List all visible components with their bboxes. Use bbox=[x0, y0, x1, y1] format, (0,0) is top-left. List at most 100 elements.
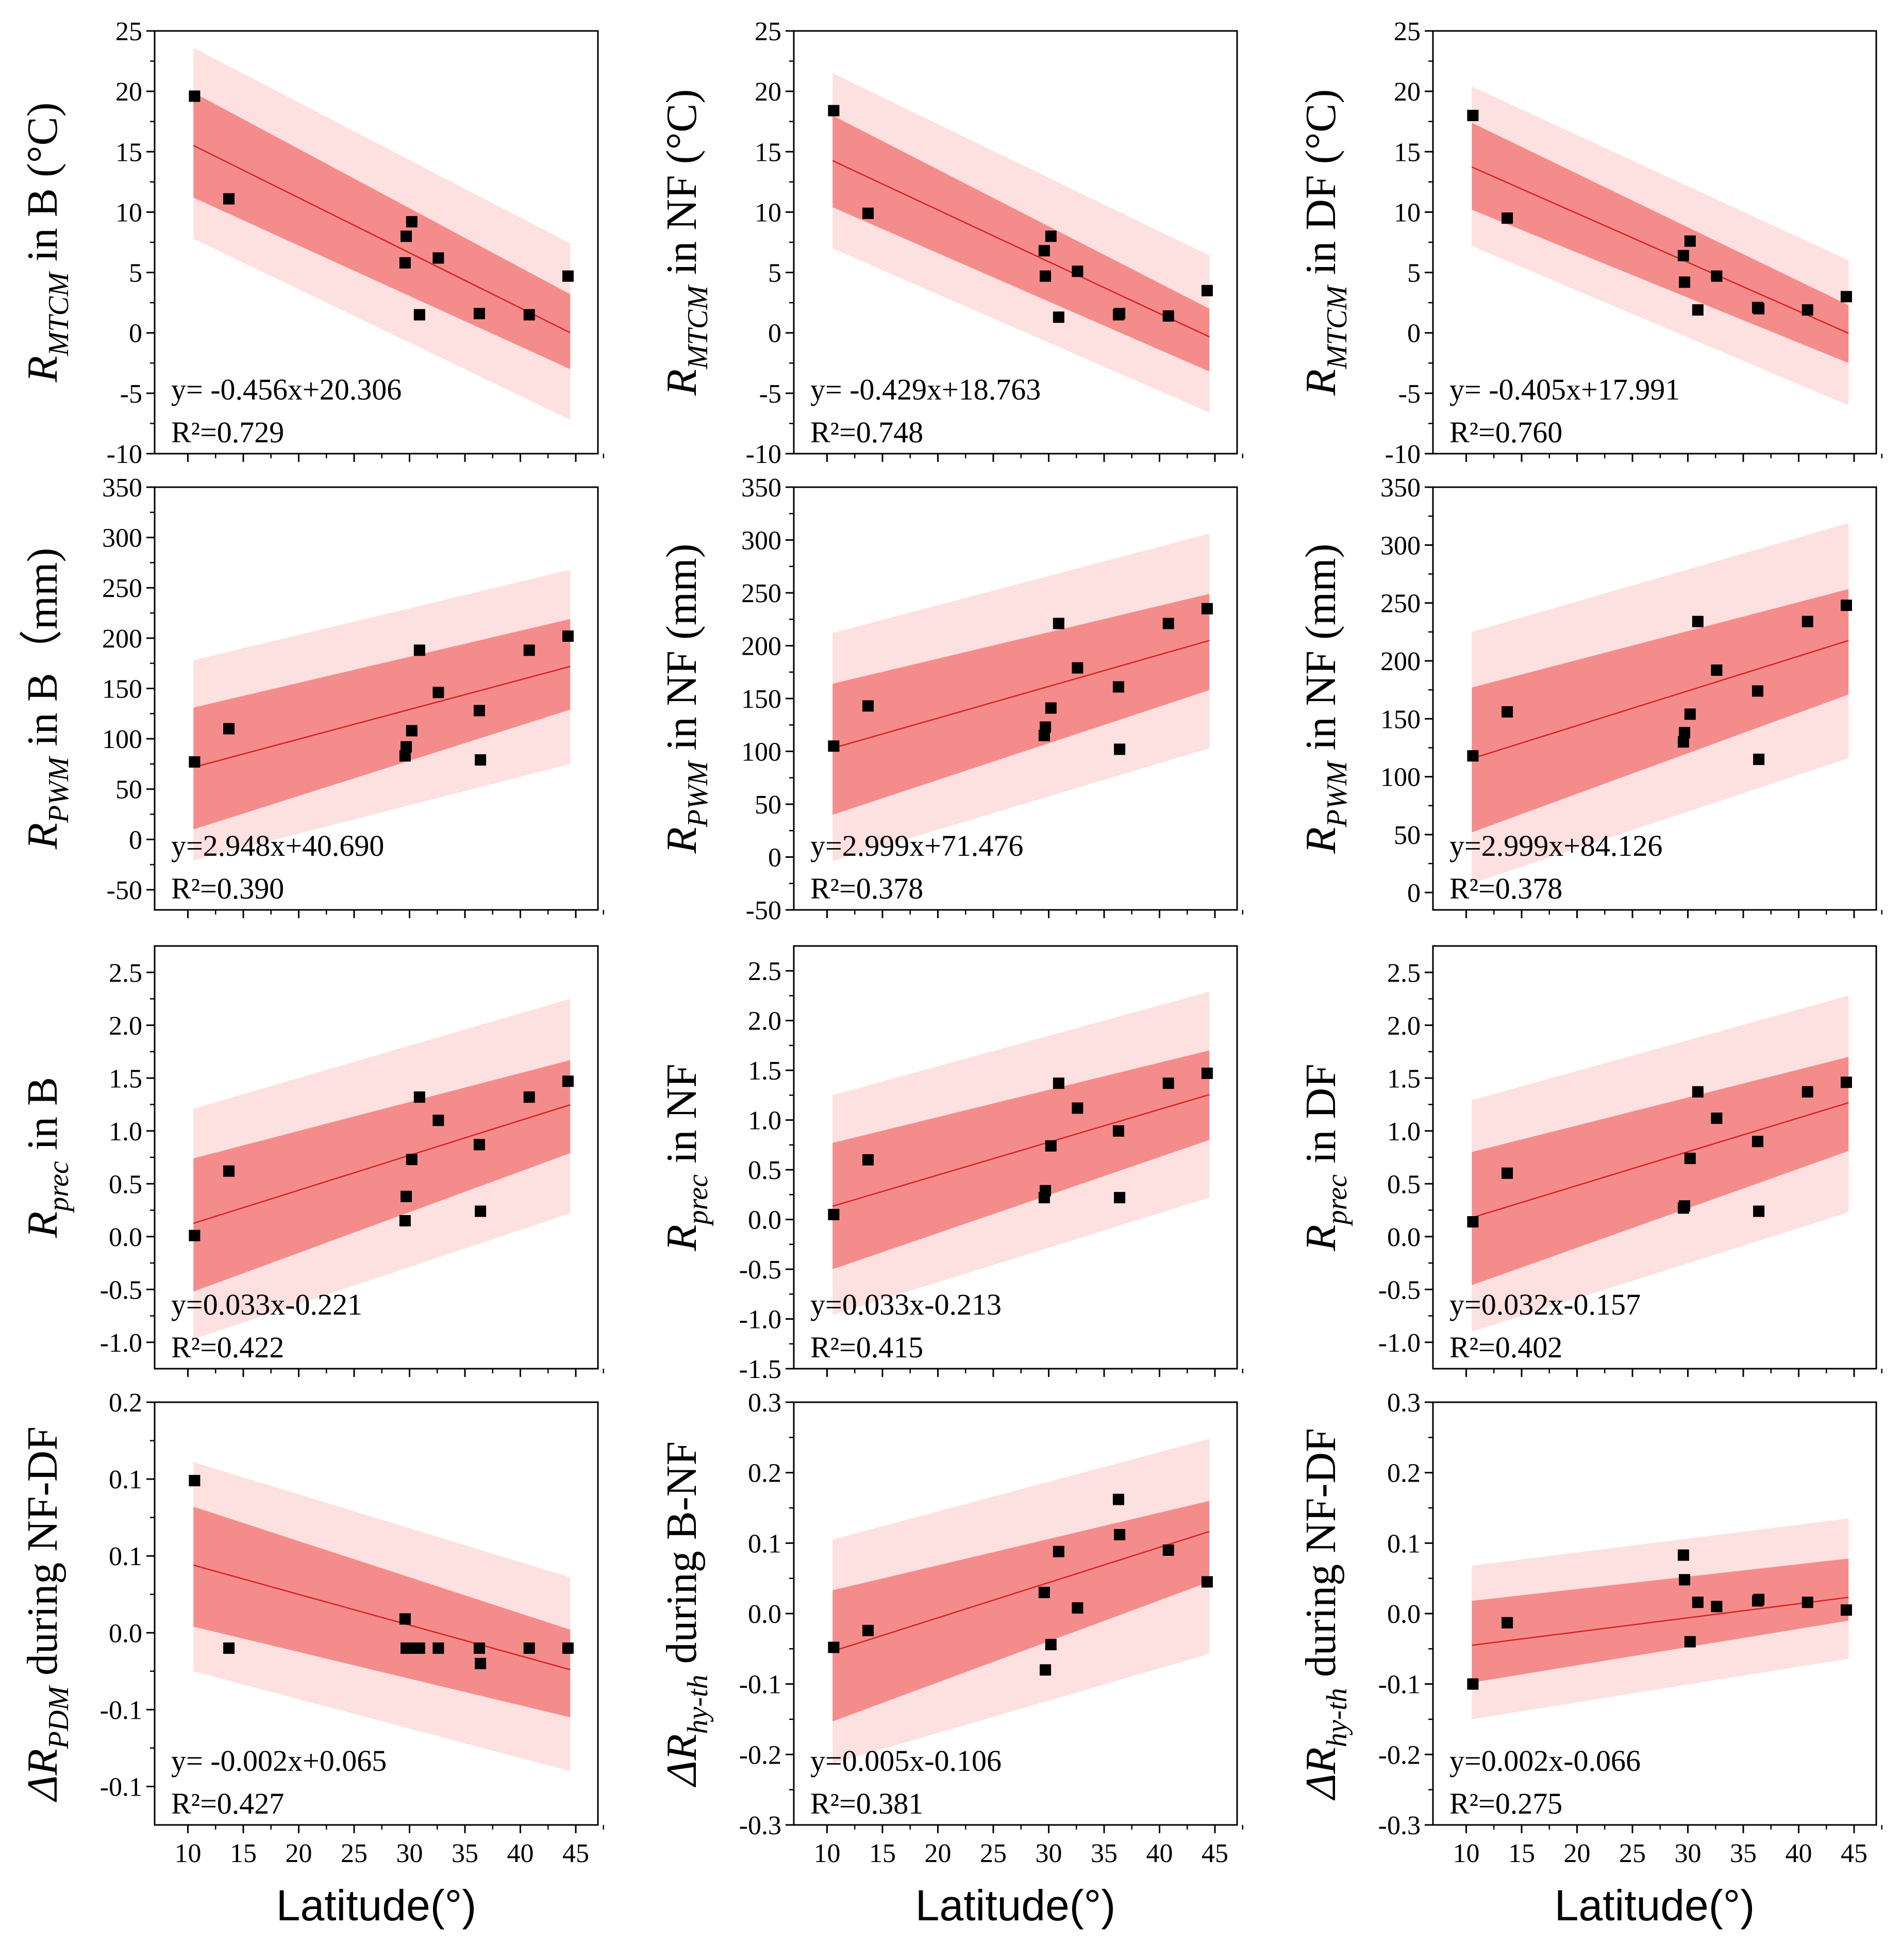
data-point bbox=[1840, 600, 1852, 611]
r-squared: R²=0.402 bbox=[1449, 1331, 1562, 1364]
data-point bbox=[1072, 265, 1083, 277]
data-point bbox=[399, 1613, 411, 1625]
y-tick-label: 0.5 bbox=[748, 1156, 781, 1185]
x-tick-label: 10 bbox=[814, 1839, 841, 1868]
y-tick-label: 20 bbox=[755, 77, 781, 107]
y-tick-label: -0.5 bbox=[100, 1275, 142, 1305]
plot-area bbox=[189, 999, 574, 1339]
y-tick-label: 15 bbox=[755, 138, 781, 167]
data-point bbox=[1201, 603, 1213, 614]
data-point bbox=[1040, 1664, 1052, 1676]
y-tick-label: 0.1 bbox=[109, 1465, 142, 1494]
y-tick-label: 200 bbox=[1380, 647, 1421, 676]
plot-area bbox=[828, 534, 1213, 861]
data-point bbox=[1752, 1136, 1763, 1148]
y-tick-label: 0.1 bbox=[1387, 1529, 1421, 1558]
y-tick-label: 2.0 bbox=[1387, 1011, 1421, 1041]
y-tick-label: 0.2 bbox=[109, 1388, 142, 1418]
y-tick-label: -1.0 bbox=[1378, 1328, 1421, 1358]
fit-line bbox=[1471, 166, 1849, 334]
y-tick-label: 1.5 bbox=[1387, 1064, 1421, 1093]
data-point bbox=[1053, 1546, 1064, 1557]
data-point bbox=[473, 1139, 485, 1151]
x-tick-label: 30 bbox=[1675, 1839, 1702, 1868]
data-point bbox=[1677, 1549, 1689, 1561]
data-point bbox=[413, 644, 425, 656]
y-tick-label: 100 bbox=[741, 738, 781, 767]
y-tick-label: 100 bbox=[1380, 763, 1421, 792]
x-tick-label: 35 bbox=[452, 1839, 478, 1868]
y-tick-label: -0.1 bbox=[1378, 1670, 1421, 1700]
regression-equation: y= -0.405x+17.991 bbox=[1449, 373, 1680, 406]
y-tick-label: 300 bbox=[741, 526, 781, 556]
y-axis-label: RMTCM in B (°C) bbox=[19, 102, 75, 383]
data-point bbox=[413, 1642, 425, 1654]
data-point bbox=[1045, 230, 1057, 242]
y-tick-label: 0.2 bbox=[748, 1459, 781, 1488]
y-tick-label: -0.1 bbox=[100, 1696, 142, 1725]
x-tick-label: 30 bbox=[396, 1839, 423, 1868]
data-point bbox=[1711, 270, 1723, 282]
confidence-band bbox=[832, 594, 1210, 815]
regression-equation: y=2.999x+71.476 bbox=[810, 829, 1023, 862]
y-tick-label: 300 bbox=[1380, 531, 1421, 560]
r-squared: R²=0.381 bbox=[810, 1787, 923, 1820]
data-point bbox=[406, 1154, 418, 1166]
data-point bbox=[1114, 308, 1126, 320]
data-point bbox=[1502, 706, 1513, 718]
panel-9: -1.0 -0.5 0.0 0.5 1.0 1.5 2.0 2.5 y=0.032x-0.157… bbox=[1297, 945, 1882, 1377]
y-tick-label: 0.2 bbox=[1387, 1459, 1421, 1488]
y-tick-label: 1.5 bbox=[109, 1064, 142, 1093]
regression-equation: y=2.948x+40.690 bbox=[171, 829, 384, 862]
data-point bbox=[1692, 1086, 1704, 1098]
x-tick-label: 45 bbox=[1841, 1839, 1867, 1868]
y-tick-label: -0.2 bbox=[1378, 1740, 1421, 1770]
y-tick-label: 250 bbox=[1380, 589, 1421, 619]
y-tick-label: 0 bbox=[768, 843, 781, 873]
y-tick-label: 350 bbox=[1380, 473, 1421, 503]
y-tick-label: 2.5 bbox=[1387, 958, 1421, 988]
data-point bbox=[399, 257, 411, 269]
confidence-band bbox=[1472, 1057, 1849, 1286]
y-tick-label: 2.0 bbox=[109, 1011, 142, 1041]
y-tick-label: 350 bbox=[741, 473, 781, 503]
data-point bbox=[562, 270, 574, 282]
data-point bbox=[1072, 1102, 1083, 1114]
data-point bbox=[432, 1642, 444, 1654]
plot-area bbox=[189, 47, 574, 420]
data-point bbox=[523, 1091, 535, 1103]
data-point bbox=[1162, 310, 1174, 322]
data-point bbox=[1677, 736, 1689, 748]
y-tick-label: 0.0 bbox=[748, 1206, 781, 1235]
panel-1: -10 -5 0 5 10 15 20 25 y= -0.456x+20.306 R²=0.729… bbox=[19, 17, 604, 469]
data-point bbox=[1679, 1574, 1691, 1586]
data-point bbox=[399, 750, 411, 762]
y-tick-label: 25 bbox=[115, 17, 142, 46]
fit-line bbox=[832, 160, 1210, 338]
y-tick-label: 5 bbox=[1407, 259, 1421, 288]
data-point bbox=[1502, 212, 1513, 224]
x-axis-label: Latitude(°) bbox=[1555, 1881, 1755, 1930]
y-tick-label: -1.0 bbox=[739, 1305, 781, 1335]
y-tick-label: -50 bbox=[746, 896, 781, 925]
data-point bbox=[1684, 1153, 1696, 1165]
panel-5: -50 0 50 100 150 200 250 300 350 y=2.999x+71.476 R… bbox=[658, 473, 1243, 925]
data-point bbox=[1684, 1636, 1696, 1648]
plot-area bbox=[1467, 995, 1852, 1332]
y-tick-label: 15 bbox=[115, 138, 142, 167]
y-tick-label: 20 bbox=[1394, 77, 1421, 107]
x-tick-label: 30 bbox=[1036, 1839, 1062, 1868]
y-tick-label: 15 bbox=[1394, 138, 1421, 167]
data-point bbox=[828, 1208, 840, 1220]
data-point bbox=[1201, 1067, 1213, 1079]
r-squared: R²=0.729 bbox=[171, 416, 284, 449]
data-point bbox=[562, 1642, 574, 1654]
x-tick-label: 10 bbox=[1453, 1839, 1480, 1868]
r-squared: R²=0.415 bbox=[810, 1331, 923, 1364]
data-point bbox=[523, 309, 535, 321]
x-tick-label: 20 bbox=[925, 1839, 952, 1868]
confidence-band bbox=[1472, 589, 1849, 833]
panel-2: -10 -5 0 5 10 15 20 25 y= -0.429x+18.763 R²=0.748… bbox=[658, 17, 1243, 469]
y-tick-label: 20 bbox=[115, 77, 142, 107]
